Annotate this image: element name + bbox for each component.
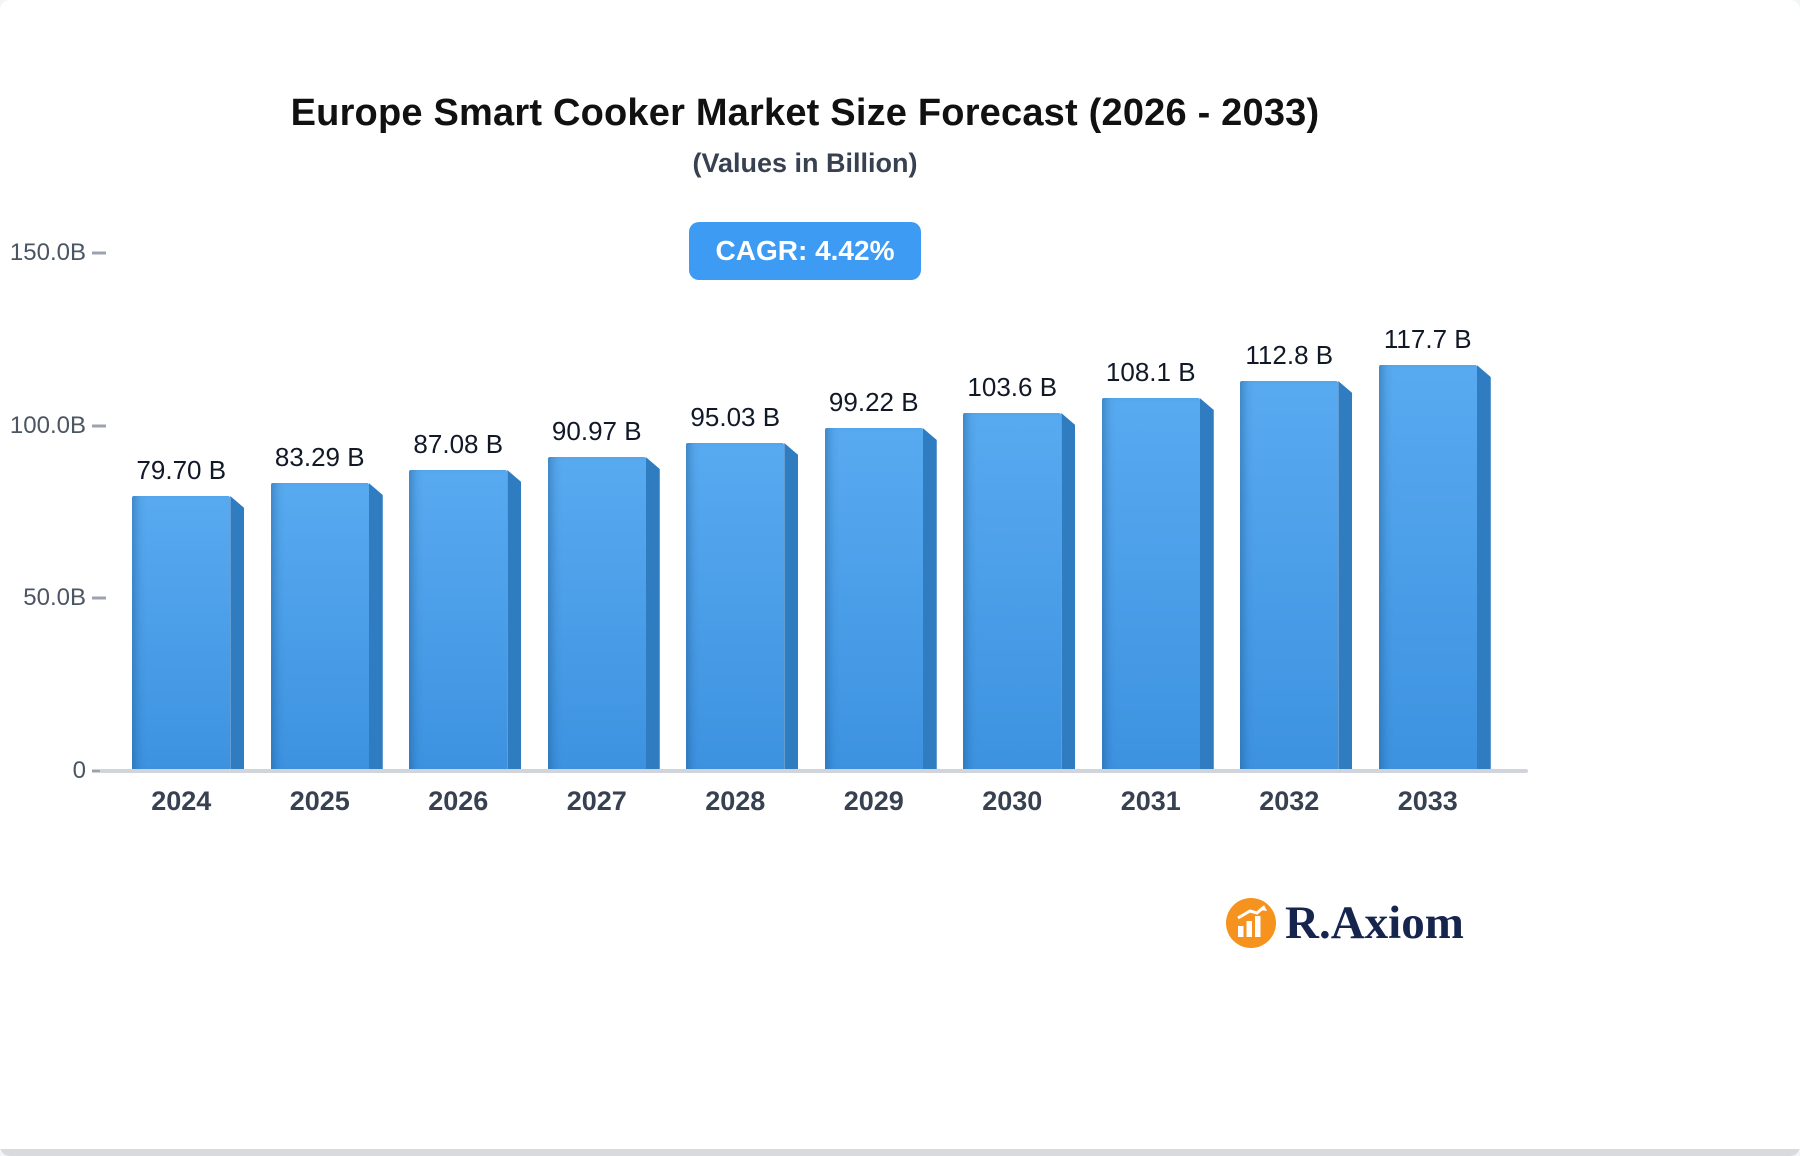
bar-column: 103.6 B bbox=[943, 253, 1082, 771]
y-tick-mark bbox=[92, 251, 106, 255]
x-tick-label: 2029 bbox=[843, 786, 904, 816]
bar bbox=[1240, 381, 1339, 771]
y-tick-mark bbox=[92, 769, 106, 773]
y-tick-mark bbox=[92, 424, 106, 428]
x-tick-label: 2033 bbox=[1397, 786, 1458, 816]
x-tick-label: 2024 bbox=[151, 786, 212, 816]
bar bbox=[132, 496, 231, 771]
x-tick-label: 2026 bbox=[428, 786, 489, 816]
chart-subtitle: (Values in Billion) bbox=[692, 148, 918, 178]
bar-column: 117.7 B bbox=[1359, 253, 1498, 771]
bar-value-label: 83.29 B bbox=[274, 442, 365, 472]
x-tick-label: 2028 bbox=[705, 786, 766, 816]
chart-title: Europe Smart Cooker Market Size Forecast… bbox=[290, 92, 1320, 134]
bar-column: 90.97 B bbox=[528, 253, 667, 771]
cagr-badge: CAGR: 4.42% bbox=[688, 222, 922, 280]
bar bbox=[963, 413, 1062, 771]
plot-area: 79.70 B 83.29 B 87.08 B 90.97 B 95.03 B 99.22… bbox=[112, 253, 1497, 771]
x-tick-label: 2027 bbox=[566, 786, 627, 816]
y-tick-label: 0 bbox=[72, 757, 86, 784]
brand-logo: R.Axiom bbox=[1226, 896, 1464, 950]
bar-chart-logo-icon bbox=[1226, 898, 1276, 948]
bar-value-label: 108.1 B bbox=[1105, 357, 1196, 387]
bar-value-label: 87.08 B bbox=[413, 429, 504, 459]
y-tick-mark bbox=[92, 596, 106, 600]
y-tick-label: 100.0B bbox=[9, 412, 86, 439]
bar-column: 112.8 B bbox=[1220, 253, 1359, 771]
bar-column: 87.08 B bbox=[389, 253, 528, 771]
bar-column: 108.1 B bbox=[1082, 253, 1221, 771]
bar-value-label: 95.03 B bbox=[690, 402, 781, 432]
bar bbox=[686, 443, 785, 771]
bar bbox=[270, 483, 369, 771]
bar-value-label: 103.6 B bbox=[967, 372, 1058, 402]
bar-column: 95.03 B bbox=[666, 253, 805, 771]
bar-value-label: 117.7 B bbox=[1383, 324, 1472, 354]
brand-logo-text: R.Axiom bbox=[1285, 897, 1464, 949]
bar-column: 83.29 B bbox=[251, 253, 390, 771]
cagr-badge-band: CAGR: 4.42% bbox=[0, 222, 1610, 280]
bar bbox=[824, 428, 923, 771]
window-bottom-edge bbox=[0, 1149, 1800, 1156]
x-tick-label: 2030 bbox=[982, 786, 1043, 816]
y-tick-label: 50.0B bbox=[23, 584, 86, 611]
bar bbox=[409, 470, 508, 771]
bar-value-label: 99.22 B bbox=[828, 387, 919, 417]
x-tick-label: 2025 bbox=[289, 786, 350, 816]
x-tick-label: 2031 bbox=[1120, 786, 1181, 816]
bar bbox=[1378, 365, 1477, 771]
bar bbox=[1101, 398, 1200, 771]
bar bbox=[547, 457, 646, 771]
x-axis: 2024 2025 2026 2027 2028 2029 2030 2031 2032 2033 bbox=[112, 786, 1497, 817]
y-tick-label: 150.0B bbox=[9, 239, 86, 266]
bar-column: 79.70 B bbox=[112, 253, 251, 771]
bar-column: 99.22 B bbox=[805, 253, 944, 771]
bar-value-label: 79.70 B bbox=[136, 455, 227, 485]
bar-value-label: 90.97 B bbox=[551, 416, 642, 446]
x-axis-line bbox=[100, 769, 1528, 773]
x-tick-label: 2032 bbox=[1259, 786, 1320, 816]
bar-value-label: 112.8 B bbox=[1245, 340, 1334, 370]
